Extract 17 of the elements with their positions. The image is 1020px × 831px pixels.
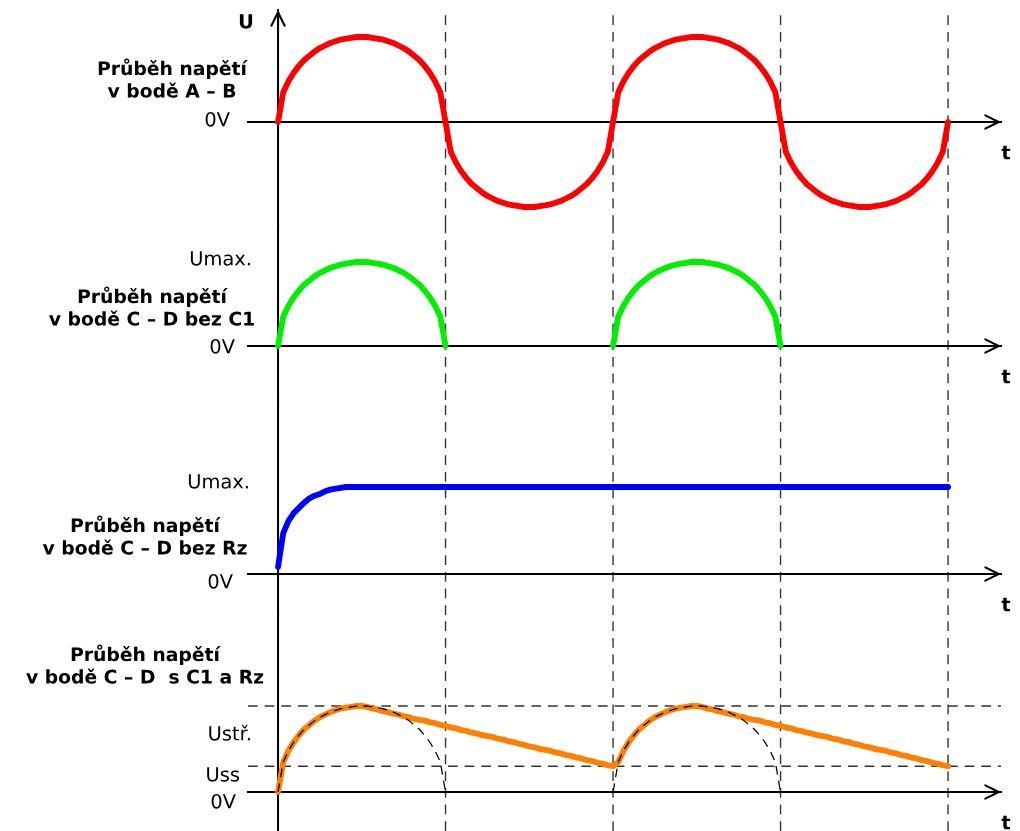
y-axis-title: U — [239, 14, 253, 29]
x-axis-title: t — [1001, 145, 1011, 160]
text: Uss — [207, 767, 240, 782]
text: Průběh napětí v bodě C – D bez Rz — [42, 515, 247, 555]
x-axis-title: t — [1001, 597, 1011, 612]
text: 0V — [210, 338, 235, 354]
text: Průběh napětí v bodě C – D bez C1 — [49, 286, 254, 326]
text: 0V — [208, 573, 233, 589]
text: Umax. — [188, 474, 248, 489]
text: 0V — [211, 793, 236, 809]
x-axis-title: t — [1001, 815, 1011, 830]
text: Průběh napětí v bodě A – B — [98, 58, 248, 98]
chart-title: Průběh napětí v bodě C – D s C1 a Rz — [26, 644, 264, 684]
text: Umax. — [190, 251, 250, 266]
text: 0V — [205, 111, 230, 127]
text: Ustř. — [209, 724, 250, 741]
x-axis-title: t — [1001, 369, 1011, 384]
